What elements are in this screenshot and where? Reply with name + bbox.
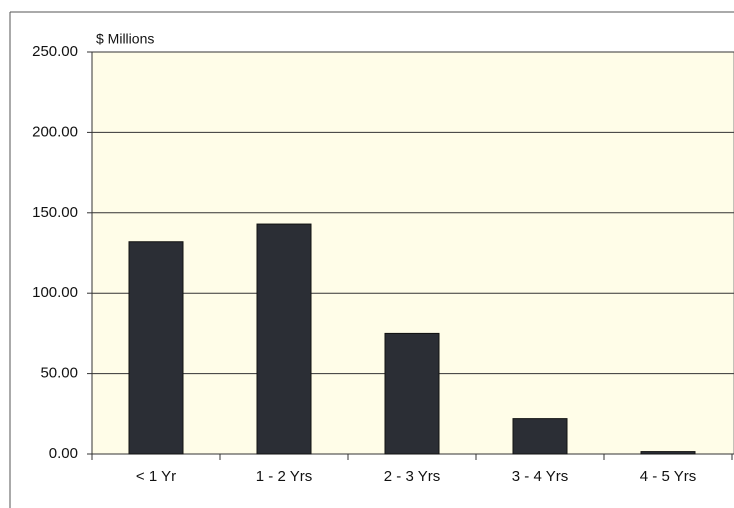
y-tick-label: 150.00 (32, 204, 78, 221)
y-tick-label: 100.00 (32, 284, 78, 301)
y-axis-label: $ Millions (96, 31, 154, 47)
y-tick-label: 250.00 (32, 43, 78, 60)
bar (128, 241, 184, 455)
x-tick-label: 1 - 2 Yrs (256, 468, 312, 485)
bar (640, 451, 696, 455)
x-tick-label: 2 - 3 Yrs (384, 468, 440, 485)
bar (512, 418, 568, 455)
y-tick-label: 200.00 (32, 123, 78, 140)
bar (256, 223, 312, 455)
bar (384, 332, 440, 455)
y-tick-label: 50.00 (40, 365, 78, 382)
x-tick-label: 3 - 4 Yrs (512, 468, 568, 485)
x-tick-label: < 1 Yr (136, 468, 176, 485)
x-tick-label: 4 - 5 Yrs (640, 468, 696, 485)
y-tick-label: 0.00 (49, 445, 78, 462)
